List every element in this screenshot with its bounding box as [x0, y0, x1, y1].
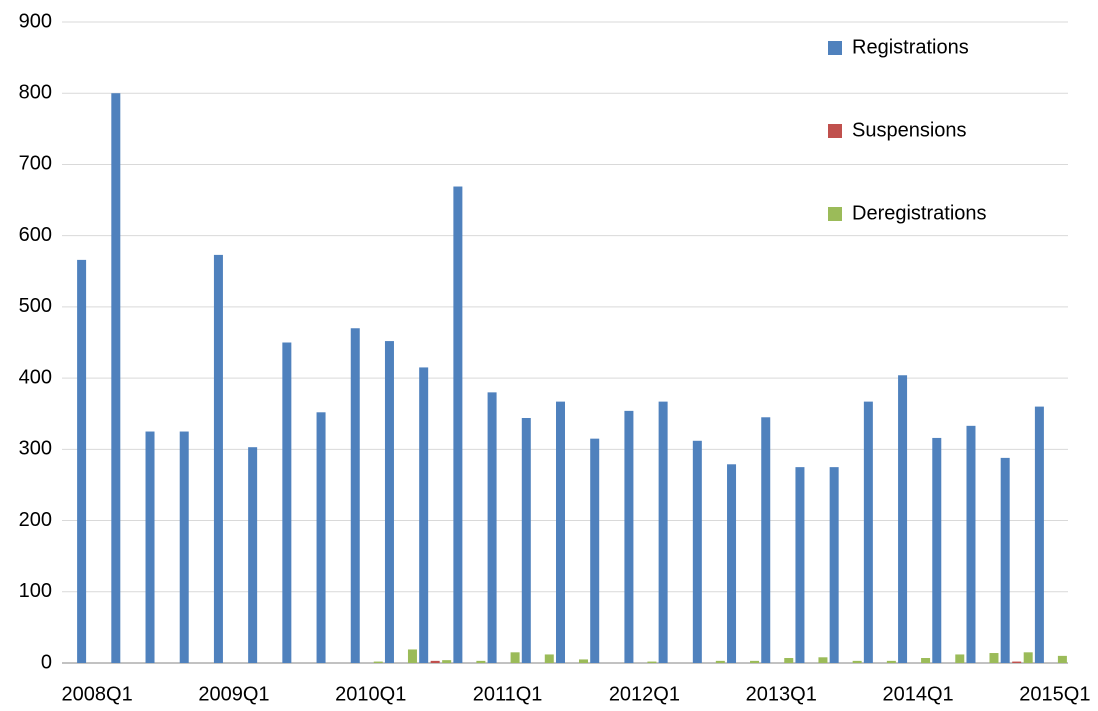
- bar: [1034, 406, 1044, 663]
- bar: [373, 661, 383, 663]
- bar: [556, 401, 565, 663]
- bar: [510, 652, 520, 663]
- bar: [647, 661, 657, 663]
- x-tick-label: 2015Q1: [1019, 683, 1090, 705]
- bar: [476, 660, 486, 663]
- bar: [179, 431, 189, 663]
- y-tick-label: 500: [19, 295, 52, 317]
- legend-swatch: [828, 41, 842, 55]
- bar: [590, 438, 600, 663]
- x-tick-label: 2014Q1: [882, 683, 953, 705]
- bar: [1023, 652, 1033, 663]
- x-tick-label: 2010Q1: [335, 683, 406, 705]
- bar: [966, 425, 976, 663]
- bar: [921, 658, 931, 663]
- bar: [544, 654, 554, 663]
- bar: [407, 649, 417, 663]
- bar: [521, 417, 531, 663]
- bar: [727, 464, 737, 663]
- y-tick-label: 200: [19, 509, 52, 531]
- y-tick-label: 100: [19, 580, 52, 602]
- bar: [955, 654, 965, 663]
- bar: [886, 660, 896, 663]
- bar: [1012, 661, 1022, 663]
- bar: [442, 660, 452, 663]
- x-tick-label: 2013Q1: [746, 683, 817, 705]
- bar: [453, 186, 463, 664]
- bar: [784, 658, 794, 663]
- legend-label: Deregistrations: [852, 202, 987, 224]
- legend-label: Registrations: [852, 36, 969, 58]
- bar: [1057, 655, 1067, 663]
- bar: [213, 254, 223, 663]
- y-tick-label: 700: [19, 153, 52, 175]
- bar: [795, 467, 805, 663]
- y-tick-label: 0: [41, 651, 52, 673]
- bar: [1000, 457, 1010, 663]
- bar: [384, 341, 394, 663]
- bar: [750, 660, 760, 663]
- legend-swatch: [828, 124, 842, 138]
- bar: [77, 259, 87, 663]
- bar: [898, 375, 908, 663]
- y-tick-label: 600: [19, 224, 52, 246]
- legend-label: Suspensions: [852, 119, 967, 141]
- bar: [818, 657, 828, 663]
- bar: [989, 653, 999, 663]
- bar: [282, 342, 292, 663]
- bar: [430, 660, 440, 663]
- bar: [761, 417, 771, 663]
- bar: [715, 660, 725, 663]
- bar: [248, 447, 258, 663]
- bar: [419, 367, 429, 663]
- y-tick-label: 900: [19, 10, 52, 32]
- x-tick-label: 2012Q1: [609, 683, 680, 705]
- bar: [658, 401, 668, 663]
- bar: [829, 467, 839, 663]
- bar: [932, 437, 942, 663]
- bar: [863, 401, 873, 663]
- bar: [145, 431, 155, 663]
- x-tick-label: 2009Q1: [198, 683, 269, 705]
- bar: [350, 328, 360, 663]
- x-tick-label: 2011Q1: [473, 683, 543, 705]
- bar: [579, 659, 588, 663]
- bar: [852, 660, 862, 663]
- x-tick-label: 2008Q1: [62, 683, 133, 705]
- bar: [111, 93, 121, 663]
- bar: [692, 440, 702, 663]
- y-tick-label: 300: [19, 438, 52, 460]
- legend-swatch: [828, 207, 842, 221]
- y-tick-label: 400: [19, 366, 52, 388]
- bar: [487, 392, 497, 663]
- bar: [316, 412, 326, 663]
- bar: [624, 410, 634, 663]
- y-tick-label: 800: [19, 82, 52, 104]
